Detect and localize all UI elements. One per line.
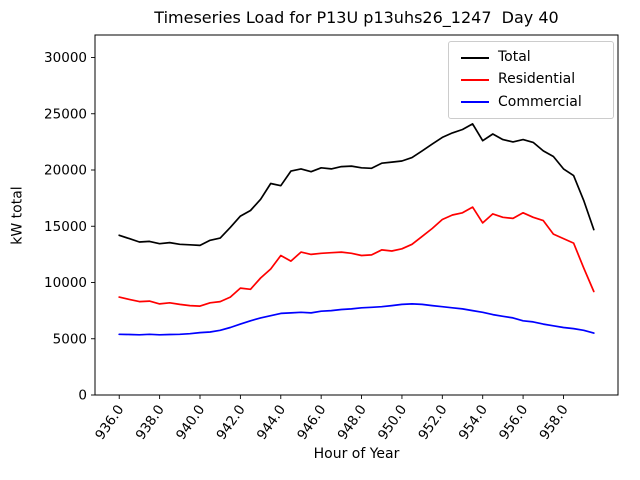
x-tick-label: 940.0 xyxy=(173,402,208,443)
y-tick-label: 5000 xyxy=(53,331,87,347)
series-line-commercial xyxy=(118,303,595,336)
legend-line-swatch-total xyxy=(461,56,489,59)
legend-label-residential: Residential xyxy=(498,71,576,88)
legend-label-commercial: Commercial xyxy=(498,93,582,110)
legend-entry-residential: Residential xyxy=(461,71,601,88)
x-tick-label: 952.0 xyxy=(415,402,450,443)
y-axis-label: kW total xyxy=(9,186,26,245)
legend-line-swatch-commercial xyxy=(461,101,489,104)
y-tick-label: 15000 xyxy=(44,219,87,235)
series-line-total xyxy=(118,123,595,247)
x-tick-label: 944.0 xyxy=(254,402,289,443)
chart-title: Timeseries Load for P13U p13uhs26_1247 D… xyxy=(154,8,559,27)
y-tick-label: 10000 xyxy=(44,275,87,291)
legend-entry-commercial: Commercial xyxy=(461,93,601,110)
x-tick-label: 950.0 xyxy=(375,402,410,443)
x-tick-label: 936.0 xyxy=(92,402,127,443)
x-tick-label: 948.0 xyxy=(335,402,370,443)
legend: Total Residential Commercial xyxy=(448,41,614,120)
legend-entry-total: Total xyxy=(461,49,601,65)
legend-label-total: Total xyxy=(498,49,531,65)
x-axis-label: Hour of Year xyxy=(313,446,400,462)
y-tick-label: 25000 xyxy=(44,106,87,122)
x-tick-label: 956.0 xyxy=(496,402,531,443)
x-tick-label: 958.0 xyxy=(536,402,571,443)
x-tick-label: 942.0 xyxy=(213,402,248,443)
series-line-residential xyxy=(118,206,595,307)
x-tick-label: 938.0 xyxy=(133,402,168,443)
x-tick-label: 946.0 xyxy=(294,402,329,443)
axes-frame xyxy=(94,34,619,396)
legend-line-swatch-residential xyxy=(461,79,489,82)
y-tick-label: 30000 xyxy=(44,50,87,66)
x-tick-label: 954.0 xyxy=(456,402,491,443)
y-tick-label: 0 xyxy=(78,388,87,404)
y-tick-label: 20000 xyxy=(44,163,87,179)
